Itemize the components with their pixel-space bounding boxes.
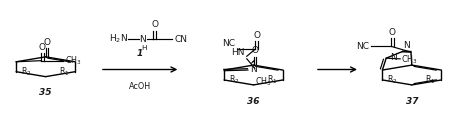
- Text: O: O: [253, 31, 260, 40]
- Text: CH$_3$: CH$_3$: [401, 53, 418, 66]
- Text: R$_1$: R$_1$: [425, 74, 436, 86]
- Text: R$_2$: R$_2$: [21, 65, 31, 78]
- Text: R$_2$: R$_2$: [229, 74, 239, 86]
- Text: O: O: [44, 38, 51, 47]
- Text: H: H: [142, 45, 147, 51]
- Text: R$_2$: R$_2$: [387, 74, 398, 86]
- Text: CN: CN: [174, 35, 187, 44]
- Text: AcOH: AcOH: [129, 82, 151, 91]
- Text: 35: 35: [39, 88, 52, 97]
- Text: N: N: [139, 35, 146, 44]
- Text: O: O: [252, 46, 258, 55]
- Text: 36: 36: [247, 97, 260, 106]
- Text: R$_1$: R$_1$: [267, 74, 277, 86]
- Text: 1: 1: [137, 49, 143, 58]
- Text: CH$_3$: CH$_3$: [65, 54, 82, 67]
- Text: O: O: [389, 28, 396, 37]
- Text: CH$_3$: CH$_3$: [255, 76, 272, 88]
- Text: HN: HN: [231, 48, 245, 57]
- Text: R$_1$: R$_1$: [59, 65, 69, 78]
- Text: N: N: [403, 41, 410, 50]
- Text: N: N: [391, 53, 397, 62]
- Text: 37: 37: [406, 97, 418, 106]
- Text: NC: NC: [356, 42, 369, 51]
- Text: N: N: [251, 65, 257, 74]
- Text: H$_2$N: H$_2$N: [109, 33, 128, 45]
- Text: NC: NC: [222, 39, 236, 48]
- Text: O: O: [151, 20, 158, 29]
- Text: O: O: [38, 43, 46, 52]
